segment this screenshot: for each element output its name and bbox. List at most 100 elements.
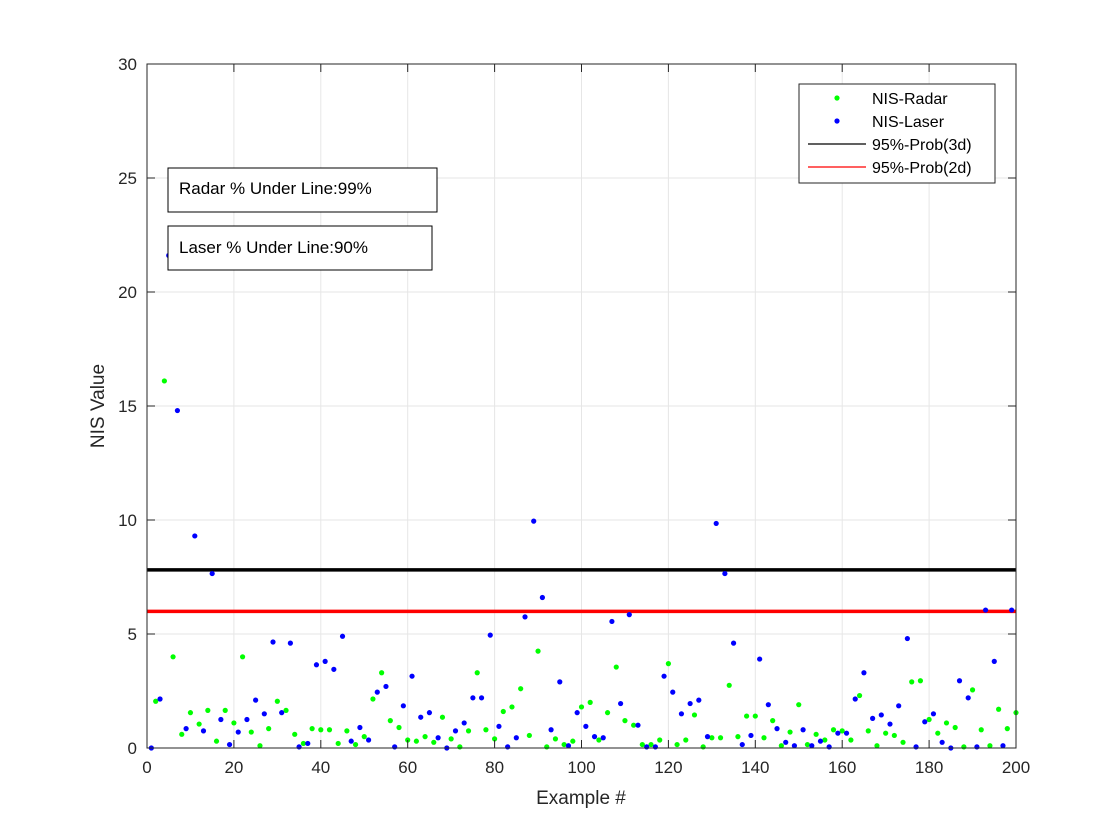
data-point-laser (409, 673, 415, 679)
data-point-laser (209, 570, 215, 577)
data-point-laser (305, 740, 311, 747)
legend-label: 95%-Prob(3d) (872, 137, 972, 154)
data-point-radar (266, 726, 272, 732)
data-point-radar (474, 670, 480, 676)
data-point-laser (392, 744, 398, 750)
data-point-radar (778, 743, 784, 749)
data-point-laser (956, 678, 963, 684)
data-point-radar (387, 718, 393, 724)
data-point-radar (439, 714, 446, 720)
y-tick-label: 15 (118, 397, 137, 416)
data-point-laser (348, 738, 354, 744)
data-point-laser (287, 640, 293, 646)
data-point-laser (670, 689, 676, 695)
x-tick-label: 140 (741, 758, 769, 777)
x-tick-label: 160 (828, 758, 856, 777)
data-point-laser (374, 689, 380, 695)
data-point-radar (735, 734, 741, 740)
data-point-laser (922, 719, 928, 725)
data-point-laser (496, 723, 502, 729)
data-point-laser (809, 743, 815, 749)
data-point-laser (591, 734, 598, 740)
data-point-laser (991, 658, 997, 664)
data-point-radar (196, 721, 202, 727)
x-tick-label: 0 (142, 758, 151, 777)
data-point-radar (413, 738, 419, 744)
data-point-radar (648, 741, 654, 748)
data-point-radar (544, 744, 550, 750)
legend-swatch-point (834, 95, 840, 101)
data-point-radar (213, 738, 220, 744)
data-point-radar (465, 728, 472, 734)
data-point-radar (969, 687, 976, 693)
data-point-laser (722, 570, 728, 577)
data-point-radar (153, 698, 159, 704)
data-point-radar (709, 735, 715, 741)
data-point-laser (565, 743, 572, 749)
data-point-radar (570, 738, 576, 744)
data-point-laser (609, 618, 615, 625)
data-point-radar (770, 718, 776, 724)
x-tick-label: 40 (311, 758, 330, 777)
y-tick-label: 5 (128, 625, 137, 644)
legend-label: NIS-Radar (872, 91, 948, 108)
data-point-radar (700, 744, 706, 750)
data-point-radar (952, 724, 958, 731)
data-point-radar (613, 664, 619, 670)
legend-label: 95%-Prob(2d) (872, 160, 972, 177)
data-point-laser (200, 728, 207, 734)
data-point-radar (205, 707, 211, 713)
data-point-radar (744, 713, 750, 719)
data-point-radar (509, 704, 515, 710)
data-point-laser (757, 656, 763, 662)
data-point-laser (965, 695, 971, 701)
data-point-laser (192, 533, 198, 539)
data-point-laser (1000, 743, 1006, 749)
data-point-laser (626, 612, 632, 618)
data-point-laser (505, 744, 511, 750)
data-point-laser (765, 702, 771, 708)
data-point-laser (557, 679, 563, 685)
data-point-laser (400, 703, 406, 709)
x-tick-label: 60 (398, 758, 417, 777)
data-point-radar (300, 740, 307, 747)
data-point-laser (331, 666, 337, 672)
data-point-radar (309, 726, 315, 732)
data-point-laser (896, 703, 902, 709)
data-point-radar (996, 706, 1002, 712)
data-point-radar (891, 732, 897, 739)
data-point-laser (261, 711, 267, 717)
data-point-laser (218, 716, 224, 723)
data-point-radar (926, 716, 932, 723)
data-point-radar (943, 720, 950, 726)
data-point-laser (870, 715, 876, 721)
data-point-radar (231, 720, 237, 726)
data-point-radar (379, 670, 385, 676)
data-point-radar (796, 702, 802, 708)
data-point-radar (935, 730, 941, 736)
data-point-radar (283, 707, 289, 713)
data-point-radar (187, 710, 194, 716)
data-point-laser (513, 735, 519, 741)
data-point-radar (717, 735, 724, 741)
data-point-laser (861, 670, 867, 676)
data-point-radar (909, 679, 915, 685)
data-point-radar (587, 699, 593, 706)
data-point-radar (318, 727, 324, 733)
data-point-laser (635, 722, 641, 728)
x-tick-label: 80 (485, 758, 504, 777)
data-point-radar (839, 728, 845, 734)
data-point-laser (843, 730, 850, 736)
data-point-radar (361, 734, 367, 740)
data-point-laser (904, 635, 910, 642)
data-point-radar (431, 739, 437, 745)
y-tick-label: 25 (118, 169, 137, 188)
data-point-laser (783, 739, 789, 745)
data-point-radar (787, 729, 793, 735)
data-point-laser (157, 696, 163, 702)
data-point-radar (352, 741, 359, 748)
data-point-radar (170, 654, 176, 660)
data-point-radar (396, 724, 402, 731)
data-point-radar (248, 729, 254, 735)
x-tick-label: 20 (224, 758, 243, 777)
